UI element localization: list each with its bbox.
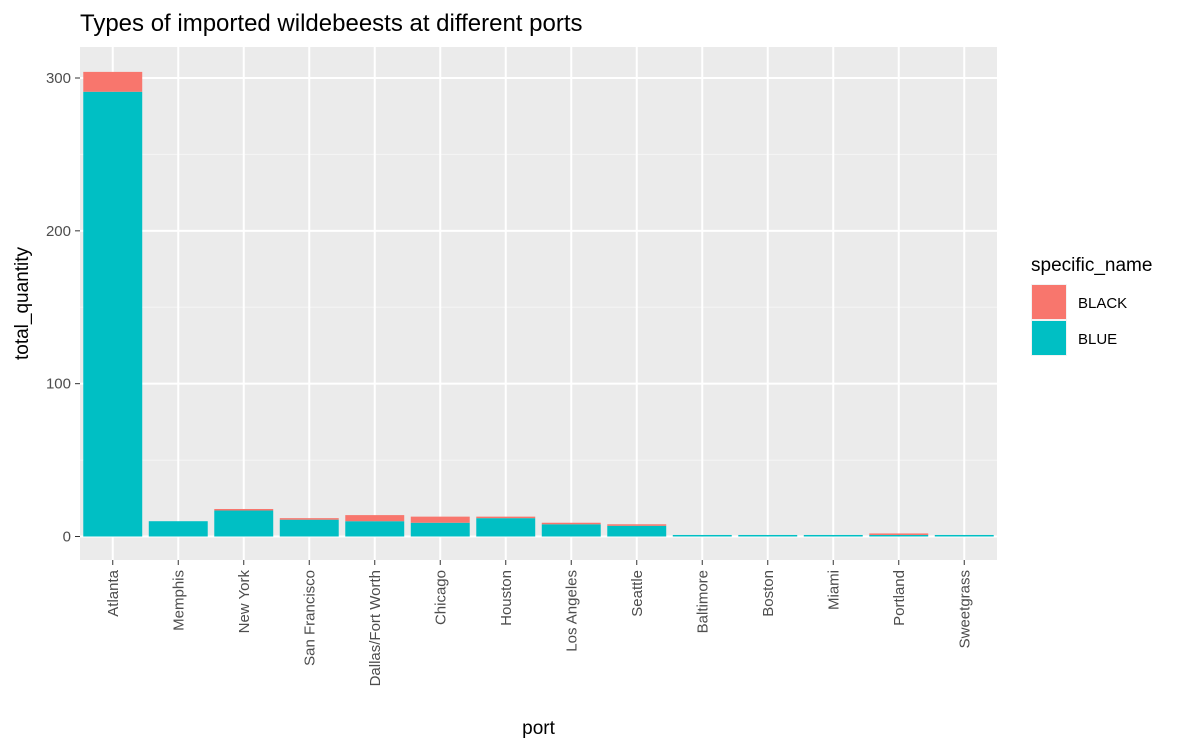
bar-blue-houston bbox=[476, 518, 536, 537]
bar-blue-sweetgrass bbox=[934, 534, 994, 537]
bar-blue-chicago bbox=[410, 522, 470, 537]
y-tick-label: 200 bbox=[46, 223, 71, 240]
x-tick-label: Portland bbox=[891, 570, 908, 626]
y-tick-label: 100 bbox=[46, 376, 71, 393]
legend-label-black: BLACK bbox=[1078, 295, 1127, 312]
legend-key-black bbox=[1032, 285, 1066, 319]
x-axis-title: port bbox=[522, 718, 555, 739]
x-tick-label: New York bbox=[236, 570, 253, 634]
bar-blue-los-angeles bbox=[541, 524, 601, 537]
x-tick-label: Dallas/Fort Worth bbox=[367, 570, 384, 686]
bar-blue-san-francisco bbox=[279, 519, 339, 537]
x-tick-label: Seattle bbox=[629, 570, 646, 617]
grid-major bbox=[80, 47, 997, 560]
x-tick-label: Miami bbox=[825, 570, 842, 610]
bar-black-seattle bbox=[607, 524, 667, 526]
bar-blue-dallas-fort-worth bbox=[345, 521, 405, 537]
x-tick-label: Boston bbox=[760, 570, 777, 617]
x-tick-label: Baltimore bbox=[694, 570, 711, 633]
y-axis-title: total_quantity bbox=[12, 246, 33, 360]
y-axis: 0 100 200 300 bbox=[46, 70, 80, 546]
bar-blue-atlanta bbox=[83, 91, 143, 537]
x-axis: Atlanta Memphis New York San Francisco Dalla… bbox=[105, 560, 973, 686]
y-tick-label: 300 bbox=[46, 70, 71, 87]
bar-black-los-angeles bbox=[541, 522, 601, 525]
bar-black-san-francisco bbox=[279, 518, 339, 520]
bar-black-new-york bbox=[214, 508, 274, 511]
bar-black-chicago bbox=[410, 516, 470, 523]
x-tick-label: Los Angeles bbox=[563, 570, 580, 652]
bar-black-portland bbox=[869, 533, 929, 535]
chart-title: Types of imported wildebeests at differe… bbox=[80, 10, 583, 37]
legend-label-blue: BLUE bbox=[1078, 331, 1117, 348]
legend: specific_name BLACK BLUE bbox=[1031, 255, 1152, 356]
bar-black-houston bbox=[476, 516, 536, 519]
legend-title: specific_name bbox=[1031, 255, 1152, 276]
y-tick-label: 0 bbox=[63, 529, 71, 546]
bar-blue-boston bbox=[738, 534, 798, 537]
bar-black-dallas-fort-worth bbox=[345, 515, 405, 522]
x-tick-label: Atlanta bbox=[105, 569, 122, 616]
bar-blue-portland bbox=[869, 534, 929, 537]
bar-black-atlanta bbox=[83, 71, 143, 92]
x-tick-label: Memphis bbox=[170, 570, 187, 631]
bar-blue-new-york bbox=[214, 510, 274, 537]
legend-key-blue bbox=[1032, 321, 1066, 355]
grid-minor bbox=[80, 153, 997, 461]
plot-panel bbox=[80, 47, 997, 560]
bar-blue-memphis bbox=[148, 521, 208, 537]
x-tick-label: Houston bbox=[498, 570, 515, 626]
bar-blue-baltimore bbox=[672, 534, 732, 537]
x-tick-label: Sweetgrass bbox=[956, 570, 973, 648]
x-tick-label: San Francisco bbox=[301, 570, 318, 666]
bar-blue-miami bbox=[803, 534, 863, 537]
bars bbox=[83, 71, 994, 537]
bar-blue-seattle bbox=[607, 525, 667, 537]
x-tick-label: Chicago bbox=[432, 570, 449, 625]
